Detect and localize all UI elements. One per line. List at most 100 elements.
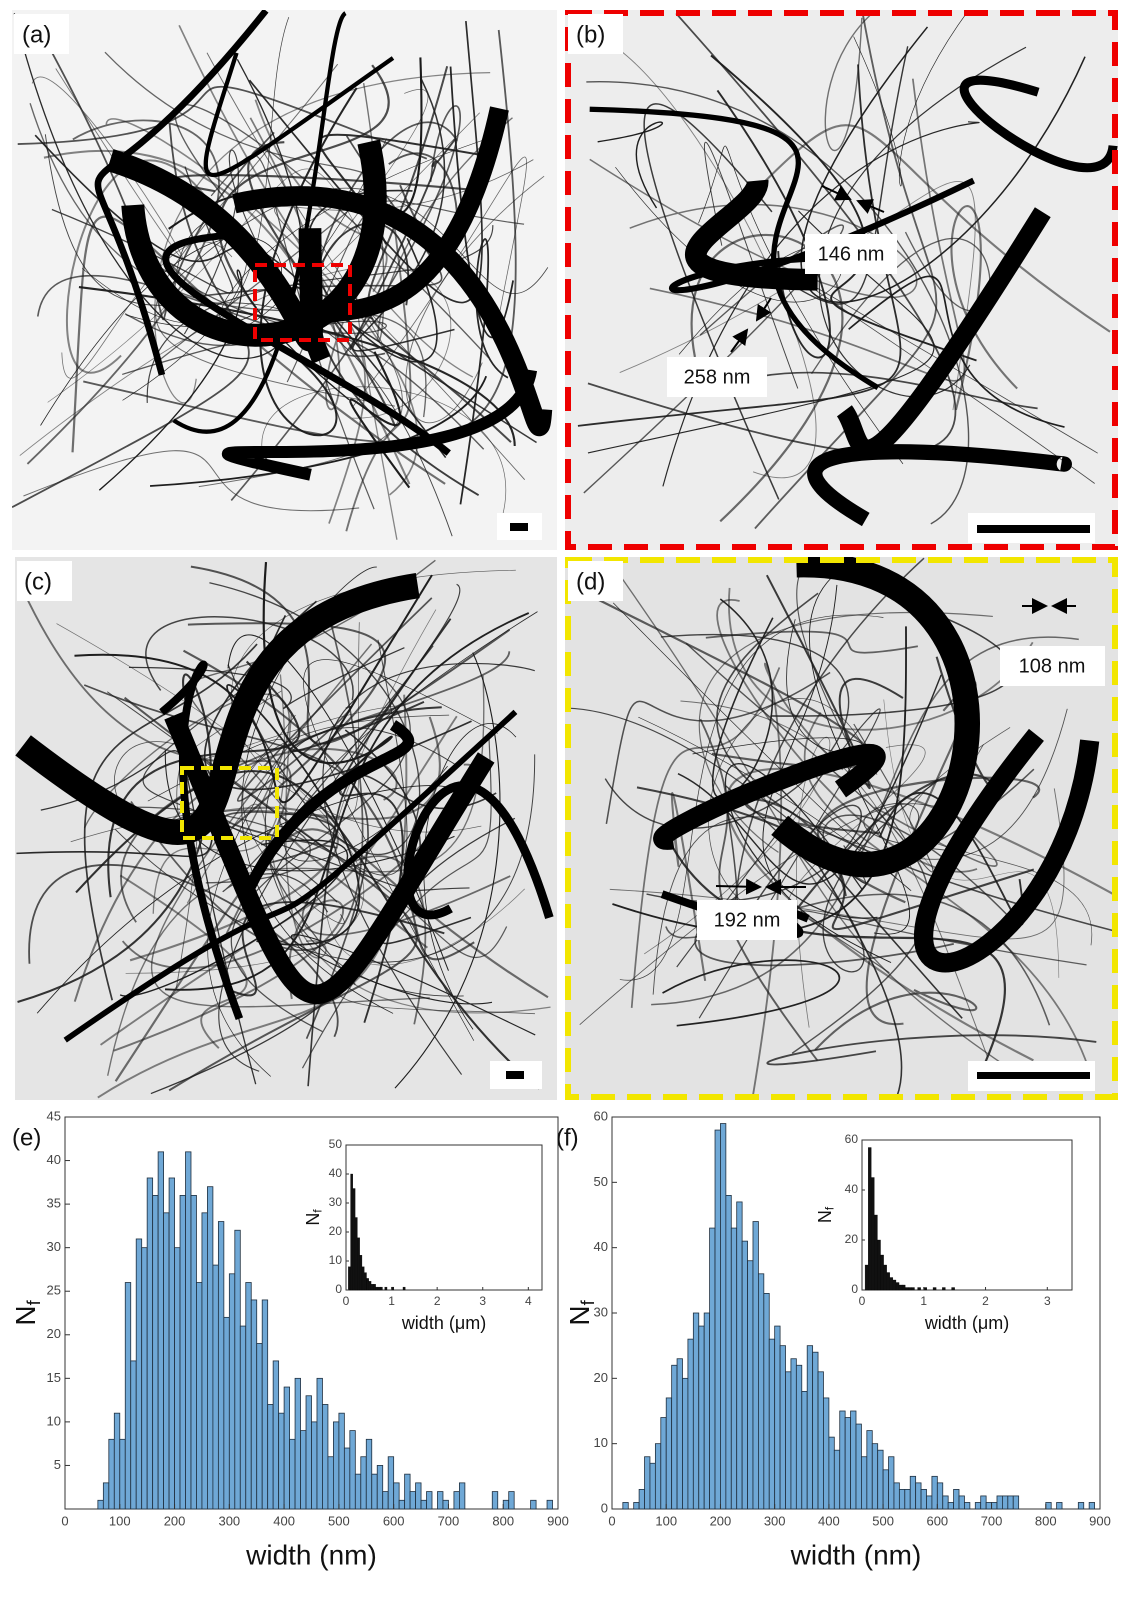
fibril — [242, 714, 450, 924]
fibril — [142, 641, 338, 903]
x-tick-label: 600 — [383, 1513, 405, 1528]
fibril — [824, 10, 876, 151]
bar — [790, 1358, 797, 1510]
zoom-box — [180, 766, 279, 840]
bar — [382, 1491, 389, 1510]
y-tick-label: 20 — [329, 1224, 343, 1238]
fibril — [147, 739, 285, 1077]
bar — [864, 1264, 869, 1291]
bar — [709, 1227, 716, 1510]
fibril — [247, 141, 397, 428]
bar — [508, 1491, 515, 1510]
fiber — [589, 106, 880, 391]
fibril — [114, 754, 536, 963]
fibril — [716, 592, 1116, 932]
fibril — [187, 622, 387, 829]
fiber — [172, 11, 348, 434]
y-tick-label: 0 — [851, 1282, 858, 1296]
fibril — [83, 643, 258, 1001]
bar — [901, 1284, 906, 1291]
x-tick-label: 3 — [1044, 1294, 1051, 1308]
x-tick-label: 2 — [434, 1294, 441, 1308]
fibril — [145, 616, 354, 701]
bar — [687, 1338, 694, 1510]
bar — [774, 1325, 781, 1510]
bar — [102, 1482, 110, 1510]
y-tick-label: 5 — [54, 1457, 61, 1472]
bar — [352, 1188, 356, 1291]
fiber — [106, 149, 323, 352]
bar — [375, 1286, 379, 1291]
y-tick-label: 40 — [594, 1239, 608, 1254]
bar — [654, 1443, 662, 1510]
bar — [322, 1404, 329, 1510]
x-tick-label: 0 — [343, 1294, 350, 1308]
y-tick-label: 60 — [594, 1108, 608, 1123]
fibril — [405, 175, 545, 424]
fibril — [236, 597, 433, 802]
fibril — [662, 959, 840, 1027]
x-tick-label: 900 — [1089, 1513, 1111, 1528]
fibril — [262, 561, 393, 778]
fibril — [178, 24, 366, 524]
fibril — [848, 275, 1065, 428]
fibril — [128, 647, 405, 710]
bar — [779, 1345, 786, 1510]
y-tick-label: 50 — [594, 1174, 608, 1189]
fibril — [698, 611, 993, 853]
bar — [239, 1325, 247, 1510]
bar — [228, 1273, 236, 1510]
bar — [223, 1316, 230, 1510]
fibril — [274, 159, 534, 480]
x-tick-label: 0 — [608, 1513, 615, 1528]
bar — [638, 1489, 645, 1510]
bar — [795, 1364, 803, 1510]
y-axis-label-main: N — [815, 1210, 835, 1223]
fibril — [324, 609, 525, 966]
y-axis-label: Nf — [815, 1206, 837, 1223]
bar — [426, 1491, 433, 1510]
fiber — [653, 743, 886, 850]
bar — [294, 1377, 301, 1510]
bar — [364, 1272, 367, 1291]
x-tick-label: 0 — [61, 1513, 68, 1528]
annotation: 108 nm — [1019, 655, 1086, 677]
bar — [1012, 1495, 1020, 1510]
bar — [752, 1221, 759, 1510]
bar — [190, 1195, 197, 1510]
bar — [311, 1421, 318, 1510]
bar — [980, 1495, 987, 1510]
bar — [725, 1195, 732, 1510]
fibril — [129, 806, 339, 962]
fibril — [680, 700, 988, 1058]
y-axis-label: Nf — [564, 1299, 597, 1325]
fibril — [107, 675, 485, 1076]
y-axis-label-sub: f — [578, 1299, 598, 1305]
plot-area — [861, 1139, 1073, 1291]
bar — [682, 1377, 689, 1510]
bar — [278, 1412, 285, 1510]
bar — [404, 1473, 411, 1510]
bar — [442, 1499, 449, 1510]
y-tick-label: 30 — [329, 1195, 343, 1209]
fiber — [403, 781, 554, 920]
fibril — [23, 450, 360, 512]
bar — [747, 1260, 754, 1510]
bar — [1088, 1502, 1095, 1510]
bar — [817, 1371, 824, 1510]
fiber — [959, 75, 1118, 173]
fiber — [121, 139, 387, 347]
fibril — [704, 141, 799, 389]
bar — [196, 1282, 203, 1510]
fibril — [119, 874, 248, 1049]
fibril — [222, 645, 434, 913]
bar — [393, 1482, 400, 1510]
bar — [958, 1495, 965, 1510]
bar — [1002, 1495, 1009, 1510]
y-tick-label: 45 — [47, 1108, 61, 1123]
bar — [953, 1489, 960, 1510]
bar — [909, 1475, 917, 1510]
bar — [665, 1397, 673, 1510]
panel-label: (e) — [12, 1124, 41, 1151]
fibril — [314, 222, 480, 497]
